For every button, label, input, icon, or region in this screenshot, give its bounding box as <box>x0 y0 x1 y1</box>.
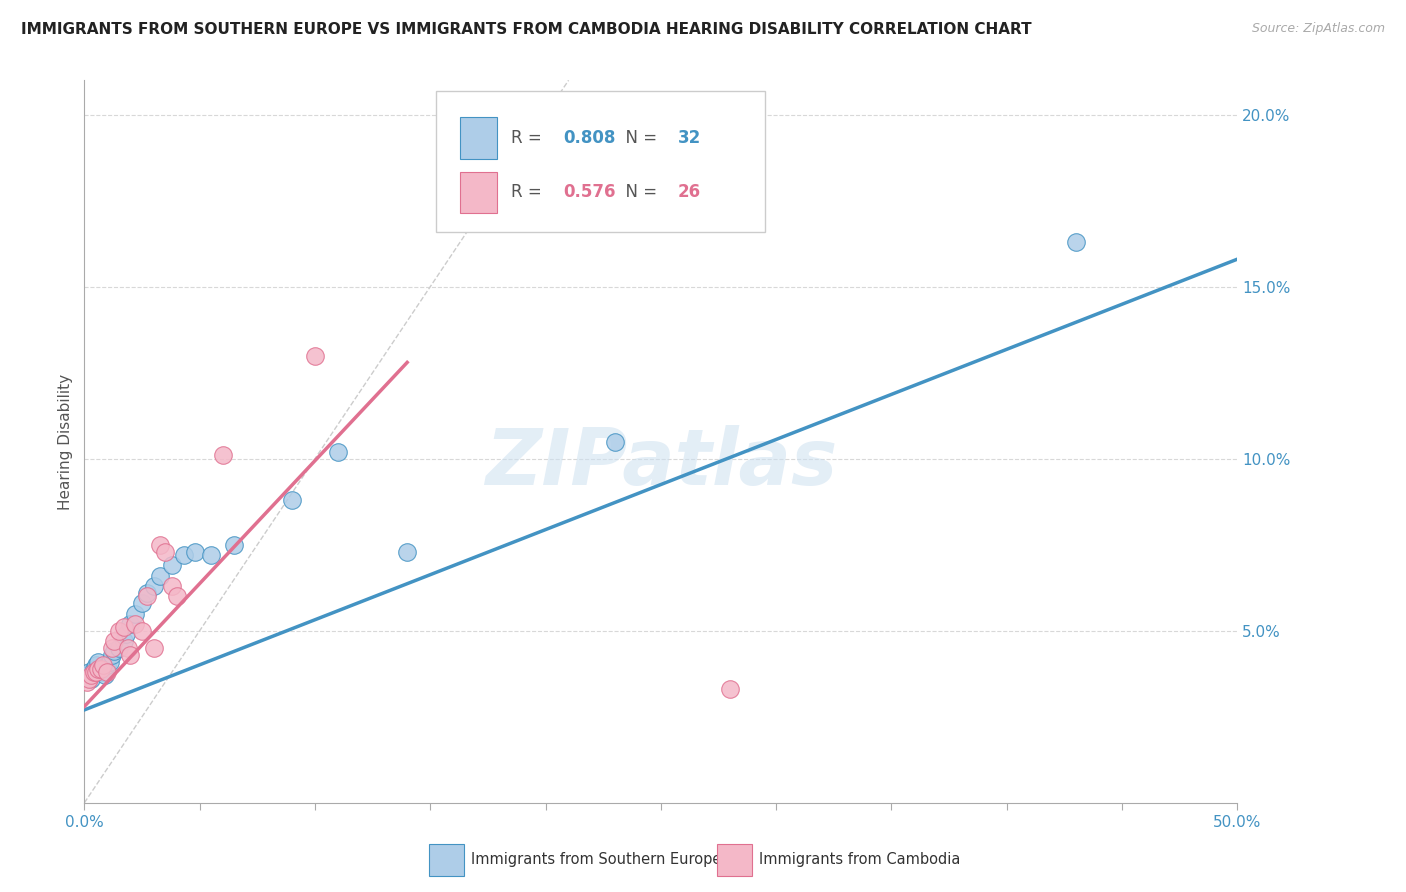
FancyBboxPatch shape <box>429 844 464 876</box>
Text: 32: 32 <box>678 129 702 147</box>
Text: R =: R = <box>510 183 547 202</box>
Point <box>120 648 142 662</box>
Point <box>281 493 304 508</box>
Point <box>396 544 419 558</box>
Text: Immigrants from Southern Europe: Immigrants from Southern Europe <box>471 852 721 867</box>
Point <box>124 607 146 621</box>
Point <box>304 349 326 363</box>
Point <box>149 538 172 552</box>
Point <box>103 634 125 648</box>
Text: IMMIGRANTS FROM SOUTHERN EUROPE VS IMMIGRANTS FROM CAMBODIA HEARING DISABILITY C: IMMIGRANTS FROM SOUTHERN EUROPE VS IMMIG… <box>21 22 1032 37</box>
Point <box>1064 235 1087 249</box>
Point <box>108 624 131 638</box>
Point <box>200 548 222 562</box>
Y-axis label: Hearing Disability: Hearing Disability <box>58 374 73 509</box>
Point <box>108 640 131 655</box>
FancyBboxPatch shape <box>460 171 498 213</box>
FancyBboxPatch shape <box>460 118 498 159</box>
Point <box>120 616 142 631</box>
Point <box>184 544 207 558</box>
Text: Source: ZipAtlas.com: Source: ZipAtlas.com <box>1251 22 1385 36</box>
Point <box>211 448 233 462</box>
Text: Immigrants from Cambodia: Immigrants from Cambodia <box>759 852 960 867</box>
Text: 0.576: 0.576 <box>562 183 616 202</box>
Point <box>98 655 121 669</box>
Point <box>224 538 246 552</box>
Point <box>76 668 98 682</box>
Point <box>89 662 111 676</box>
Point <box>135 590 157 604</box>
Point <box>76 675 98 690</box>
Point <box>112 634 135 648</box>
Point <box>166 590 188 604</box>
Point <box>91 665 114 679</box>
Point <box>142 640 165 655</box>
Point <box>83 665 105 679</box>
FancyBboxPatch shape <box>717 844 752 876</box>
Point <box>87 662 110 676</box>
Point <box>103 644 125 658</box>
Text: ZIPatlas: ZIPatlas <box>485 425 837 501</box>
Point <box>77 672 100 686</box>
Text: N =: N = <box>614 129 662 147</box>
FancyBboxPatch shape <box>436 91 765 232</box>
Point <box>135 586 157 600</box>
Text: N =: N = <box>614 183 662 202</box>
Point <box>718 682 741 697</box>
Point <box>326 445 349 459</box>
Point <box>112 620 135 634</box>
Point <box>131 596 153 610</box>
Point <box>603 434 626 449</box>
Point <box>160 579 183 593</box>
Point <box>91 658 114 673</box>
Point <box>80 672 103 686</box>
Text: 0.808: 0.808 <box>562 129 616 147</box>
Point <box>89 662 111 676</box>
Point <box>96 658 118 673</box>
Point <box>124 616 146 631</box>
Point <box>149 568 172 582</box>
Point <box>142 579 165 593</box>
Point <box>101 640 124 655</box>
Point <box>115 627 138 641</box>
Point <box>117 640 139 655</box>
Point <box>160 558 183 573</box>
Text: R =: R = <box>510 129 547 147</box>
Point <box>83 662 105 676</box>
Text: 26: 26 <box>678 183 702 202</box>
Point <box>80 668 103 682</box>
Point <box>153 544 176 558</box>
Point <box>94 668 117 682</box>
Point <box>84 658 107 673</box>
Point <box>96 665 118 679</box>
Point <box>173 548 195 562</box>
Point <box>131 624 153 638</box>
Point <box>87 655 110 669</box>
Point <box>101 648 124 662</box>
Point <box>77 665 100 679</box>
Point <box>84 665 107 679</box>
